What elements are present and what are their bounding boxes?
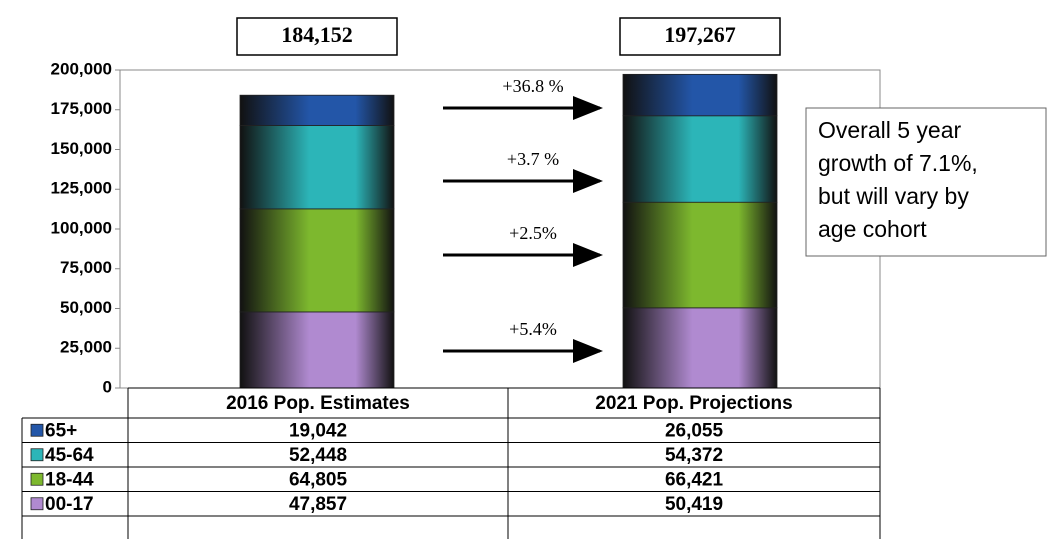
y-tick-label: 25,000 <box>60 338 112 357</box>
bar-segment <box>239 94 395 126</box>
table-value: 47,857 <box>289 494 347 515</box>
table-value: 50,419 <box>665 494 723 515</box>
y-tick-label: 50,000 <box>60 298 112 317</box>
legend-label: 45-64 <box>45 445 94 466</box>
bar-segment <box>622 201 778 309</box>
table-value: 19,042 <box>289 420 347 441</box>
annotation: +3.7 % <box>507 149 559 169</box>
annotation: +5.4% <box>509 319 557 339</box>
y-tick-label: 75,000 <box>60 258 112 277</box>
total-box <box>236 17 398 56</box>
bar-segment <box>622 73 778 117</box>
legend-label: 18-44 <box>45 469 94 490</box>
annotation: +36.8 % <box>502 76 563 96</box>
bar-segment <box>622 115 778 203</box>
note-text: but will vary by <box>818 183 969 209</box>
y-tick-label: 100,000 <box>51 218 112 237</box>
legend-label: 00-17 <box>45 494 94 515</box>
bar-segment <box>239 311 395 389</box>
note-text: age cohort <box>818 216 927 242</box>
bar-segment <box>239 125 395 210</box>
legend-swatch <box>30 497 44 511</box>
x-category-label: 2021 Pop. Projections <box>595 393 792 414</box>
y-tick-label: 125,000 <box>51 179 112 198</box>
y-tick-label: 200,000 <box>51 59 112 78</box>
annotation: +2.5% <box>509 223 557 243</box>
table-value: 54,372 <box>665 445 723 466</box>
total-label: 184,152 <box>281 22 353 47</box>
note-text: growth of 7.1%, <box>818 150 978 176</box>
x-category-label: 2016 Pop. Estimates <box>226 393 410 414</box>
y-tick-label: 150,000 <box>51 139 112 158</box>
note-text: Overall 5 year <box>818 117 962 143</box>
table-value: 26,055 <box>665 420 724 441</box>
table-value: 64,805 <box>289 469 348 490</box>
note-box <box>805 107 1047 257</box>
table-value: 66,421 <box>665 469 724 490</box>
total-box <box>619 17 781 56</box>
table-value: 52,448 <box>289 445 347 466</box>
bar-segment <box>622 307 778 389</box>
legend-swatch <box>30 448 44 462</box>
bar-segment <box>239 208 395 313</box>
legend-swatch <box>30 472 44 486</box>
legend-label: 65+ <box>45 420 77 441</box>
y-tick-label: 0 <box>103 377 112 396</box>
y-tick-label: 175,000 <box>51 99 112 118</box>
legend-swatch <box>30 423 44 437</box>
total-label: 197,267 <box>664 22 736 47</box>
